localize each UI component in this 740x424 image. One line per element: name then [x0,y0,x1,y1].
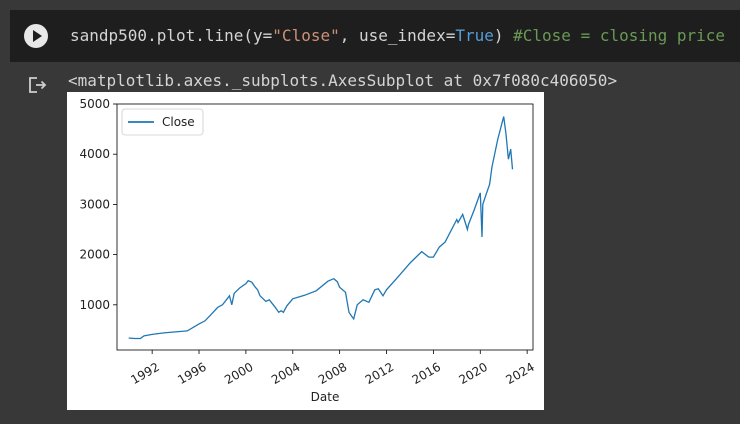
play-icon [33,30,42,42]
code-cell[interactable]: sandp500.plot.line(y="Close", use_index=… [10,10,740,62]
line-chart: 1000 2000 3000 4000 5000 1992 1996 2000 2004 200… [79,97,536,404]
output-repr: <matplotlib.axes._subplots.AxesSubplot a… [68,71,618,90]
y-tick-label: 1000 [79,298,110,312]
code-mid: , use_index= [339,26,456,45]
x-axis-label: Date [311,390,340,404]
x-tick-label: 2016 [410,360,443,387]
x-tick-label: 2020 [457,360,490,387]
plot-frame [116,103,534,351]
x-tick-label: 1996 [175,360,208,387]
x-tick-label: 2024 [503,360,536,387]
code-comment: #Close = closing price [503,26,726,45]
code-keyword: True [455,26,494,45]
x-tick-label: 2008 [316,360,349,387]
code-prefix: sandp500.plot.line(y= [70,26,273,45]
code-suffix: ) [493,26,504,45]
output-redirect-icon [29,77,47,93]
y-tick-label: 4000 [79,147,110,161]
x-tick-label: 2000 [222,360,255,387]
y-tick-label: 2000 [79,248,110,262]
x-tick-label: 2004 [269,360,302,387]
legend-label: Close [162,115,195,129]
x-tick-label: 2012 [363,360,396,387]
plot-output: 1000 2000 3000 4000 5000 1992 1996 2000 2004 200… [67,92,544,410]
series-line-close [128,116,514,340]
y-tick-label: 5000 [79,97,110,111]
run-cell-button[interactable] [24,24,48,48]
x-tick-label: 1992 [128,360,161,387]
code-line[interactable]: sandp500.plot.line(y="Close", use_index=… [70,25,725,47]
code-string: "Close" [272,26,340,45]
legend-box [121,108,204,136]
y-tick-label: 3000 [79,197,110,211]
